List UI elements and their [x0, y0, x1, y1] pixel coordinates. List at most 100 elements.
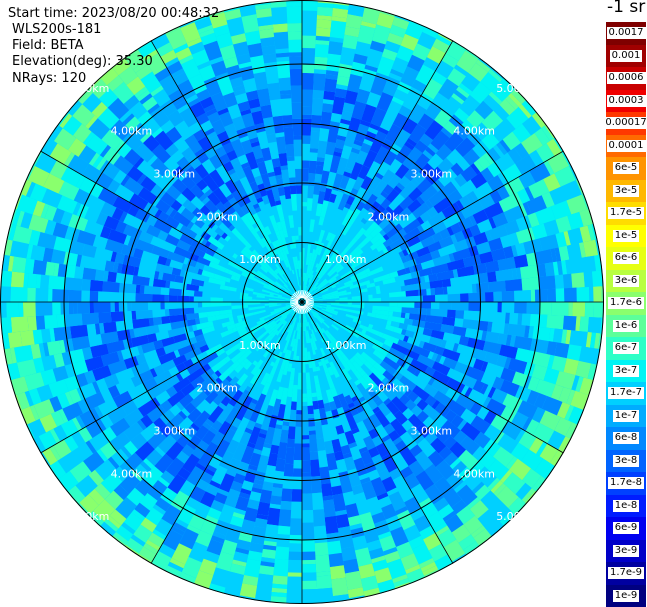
colorbar-cell: 0.001	[606, 44, 646, 67]
colorbar-label: 3e-7	[612, 364, 640, 377]
azimuth-spoke	[40, 301, 303, 454]
colorbar-label: 1e-7	[612, 409, 640, 422]
range-ring-label: 3.00km	[153, 425, 195, 438]
range-ring-label: 1.00km	[239, 339, 281, 352]
range-ring-label: 5.00km	[496, 82, 538, 95]
colorbar-label: 1e-6	[612, 319, 640, 332]
range-ring-label: 5.00km	[496, 510, 538, 523]
azimuth-spoke	[40, 150, 303, 303]
range-ring-label: 3.00km	[411, 167, 453, 180]
azimuth-spoke	[150, 301, 303, 564]
center-tick	[293, 292, 300, 300]
center-tick	[303, 305, 309, 313]
colorbar-cell: 1.7e-5	[606, 202, 646, 225]
colorbar-cell: 1.7e-7	[606, 382, 646, 405]
colorbar-cell: 3e-9	[606, 539, 646, 562]
center-tick	[305, 302, 314, 305]
colorbar-cell: 1e-8	[606, 494, 646, 517]
center-tick	[304, 304, 311, 312]
center-tick	[304, 292, 311, 300]
range-ring-label: 5.00km	[68, 510, 110, 523]
azimuth-spoke	[301, 40, 454, 303]
range-ring-labels: 1.00km 1.00km 1.00km 1.00km 2.00km 2.00km 2.00…	[68, 82, 538, 523]
colorbar-cell: 6e-9	[606, 517, 646, 540]
colorbar-label: 0.0001	[606, 139, 646, 152]
colorbar-label: 1.7e-8	[607, 477, 645, 490]
range-ring-label: 2.00km	[368, 382, 410, 395]
center-tick	[295, 291, 301, 299]
center-tick	[295, 305, 301, 313]
colorbar-label: 3e-5	[612, 184, 640, 197]
colorbar-label: 1.7e-9	[607, 567, 645, 580]
colorbar-cell: 3e-8	[606, 449, 646, 472]
center-tick	[304, 293, 312, 300]
range-ring-label: 4.00km	[111, 125, 153, 138]
range-ring-label: 4.00km	[111, 467, 153, 480]
field-label: Field: BETA	[12, 38, 84, 53]
center-tick	[302, 290, 305, 299]
colorbar-label: 1e-9	[612, 589, 640, 602]
colorbar-cell: 0.0006	[606, 67, 646, 90]
colorbar-label: 1.7e-5	[607, 207, 645, 220]
range-ring-label: 3.00km	[153, 167, 195, 180]
center-tick	[290, 297, 299, 302]
colorbar-cell: 6e-8	[606, 427, 646, 450]
colorbar-cell: 3e-5	[606, 179, 646, 202]
center-tick	[299, 290, 302, 299]
colorbar-units-title: -1 sr	[607, 0, 646, 17]
center-tick	[293, 304, 300, 312]
colorbar-cell: 0.0001	[606, 134, 646, 157]
colorbar-cell: 1.7e-9	[606, 562, 646, 585]
colorbar: 0.0017 0.001 0.0006 0.0003 0.00017 0.0001 6e-5…	[603, 0, 647, 607]
colorbar-label: 1.7e-6	[607, 297, 645, 310]
colorbar-label: 3e-6	[612, 274, 640, 287]
colorbar-label: 1e-8	[612, 499, 640, 512]
center-tick	[305, 297, 314, 302]
colorbar-cell: 3e-6	[606, 269, 646, 292]
colorbar-label: 0.001	[609, 49, 643, 62]
colorbar-label: 3e-8	[612, 454, 640, 467]
colorbar-cell: 6e-5	[606, 157, 646, 180]
colorbar-label: 0.00017	[603, 117, 647, 130]
center-tick	[291, 303, 299, 309]
colorbar-label: 3e-9	[612, 544, 640, 557]
range-ring-label: 2.00km	[196, 210, 238, 223]
colorbar-cell: 1e-6	[606, 314, 646, 337]
start-time-label: Start time: 2023/08/20 00:48:32	[8, 6, 220, 21]
azimuth-spoke	[150, 40, 303, 303]
colorbar-cell: 3e-7	[606, 359, 646, 382]
range-ring-label: 5.00km	[68, 82, 110, 95]
center-tick	[291, 295, 299, 301]
center-tick	[299, 305, 302, 314]
center-tick	[290, 302, 299, 307]
center-tick	[305, 303, 313, 309]
range-ring-label: 1.00km	[239, 253, 281, 266]
colorbar-cell: 1e-9	[606, 584, 646, 607]
range-ring-label: 1.00km	[325, 339, 367, 352]
center-tick	[302, 305, 307, 314]
center-tick	[297, 305, 302, 314]
center-tick	[305, 299, 314, 302]
colorbar-label: 6e-7	[612, 342, 640, 355]
colorbar-label: 1e-5	[612, 229, 640, 242]
colorbar-cell: 0.0017	[606, 22, 646, 45]
center-tick	[290, 299, 299, 302]
colorbar-cell: 1e-7	[606, 404, 646, 427]
colorbar-cell: 6e-6	[606, 247, 646, 270]
center-tick	[292, 304, 300, 311]
range-ring-label: 2.00km	[368, 210, 410, 223]
range-ring-label: 3.00km	[411, 425, 453, 438]
colorbar-label: 6e-8	[612, 432, 640, 445]
range-ring-label: 4.00km	[453, 467, 495, 480]
colorbar-label: 6e-6	[612, 252, 640, 265]
range-ring-label: 1.00km	[325, 253, 367, 266]
elevation-label: Elevation(deg): 35.30	[12, 54, 153, 69]
beta-field-rendering	[0, 0, 604, 604]
range-ring-label: 4.00km	[453, 125, 495, 138]
center-tick	[292, 293, 300, 300]
colorbar-label: 1.7e-7	[607, 387, 645, 400]
colorbar-cell: 6e-7	[606, 337, 646, 360]
colorbar-cell: 0.00017	[603, 112, 647, 135]
colorbar-label: 0.0006	[606, 72, 646, 85]
